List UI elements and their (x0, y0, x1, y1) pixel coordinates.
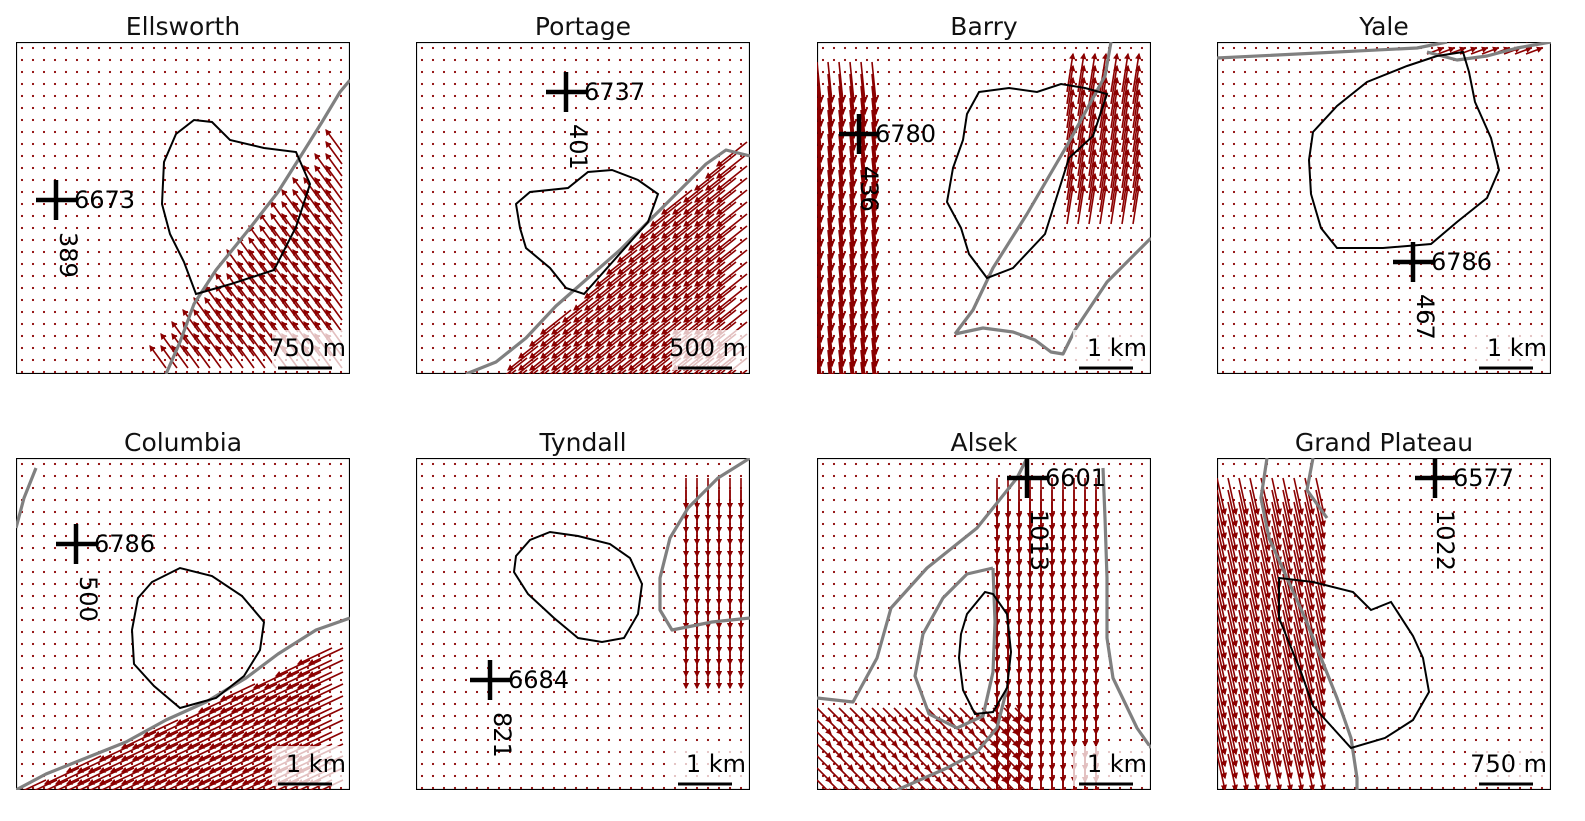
terminus-contour (913, 566, 997, 730)
scale-bar-label: 750 m (269, 334, 346, 362)
velocity-arrows (682, 478, 745, 690)
map-area: 6673 389 750 m (16, 42, 350, 374)
station-code: 6673 (74, 186, 135, 214)
scale-bar: 750 m (269, 330, 348, 370)
station-code: 6577 (1453, 464, 1514, 492)
panel-title: Yale (1359, 12, 1409, 41)
velocity-arrows (1217, 477, 1327, 790)
terminus-contour (1217, 42, 1448, 60)
velocity-field-grid (20, 462, 343, 790)
terminus-contour (896, 687, 1009, 790)
terminus-contour (16, 467, 38, 529)
station-code: 6601 (1045, 464, 1106, 492)
station-cross-icon (1007, 458, 1047, 498)
scale-bar: 750 m (1470, 746, 1549, 786)
terminus-contour (954, 236, 1151, 356)
station-cross-icon (36, 180, 76, 220)
velocity-arrows (505, 141, 748, 374)
scale-bar: 1 km (672, 746, 748, 786)
map-area: 6601 1013 1 km (817, 458, 1151, 790)
terminus-contour (1305, 458, 1329, 519)
station-elevation: 436 (855, 166, 883, 212)
scale-bar: 1 km (272, 746, 348, 786)
terminus-contour (953, 42, 1113, 335)
lake-outline (957, 590, 1013, 716)
scale-bar-label: 1 km (286, 750, 346, 778)
panel-title: Ellsworth (125, 12, 241, 41)
map-panel: Grand Plateau 6577 1022 750 m (1217, 428, 1551, 790)
scale-bar-label: 1 km (1487, 334, 1547, 362)
lake-outline (512, 530, 644, 644)
station-code: 6786 (94, 530, 155, 558)
station-code: 6786 (1431, 248, 1492, 276)
lake-outline (514, 168, 660, 296)
scale-bar: 1 km (1473, 330, 1549, 370)
station-code: 6684 (508, 666, 569, 694)
terminus-contour (164, 78, 350, 374)
lake-outline (945, 82, 1109, 280)
scale-bar: 1 km (1073, 330, 1149, 370)
panel-title: Barry (950, 12, 1018, 41)
map-panel: Portage 6737 401 500 m (416, 12, 750, 374)
station-elevation: 500 (74, 576, 102, 622)
station-cross-icon (56, 524, 96, 564)
station-cross-icon (1415, 458, 1455, 498)
station-elevation: 389 (54, 232, 82, 278)
station-elevation: 1013 (1025, 510, 1053, 571)
scale-bar-label: 1 km (1087, 750, 1147, 778)
scale-bar: 500 m (669, 330, 748, 370)
scale-bar-label: 750 m (1470, 750, 1547, 778)
map-area: 6780 436 1 km (817, 42, 1151, 374)
scale-bar-label: 1 km (686, 750, 746, 778)
map-panel: Tyndall 6684 821 1 km (416, 428, 750, 790)
scale-bar: 1 km (1073, 746, 1149, 786)
lake-outline (1307, 50, 1501, 249)
terminus-contour (465, 148, 750, 374)
station-cross-icon (470, 660, 510, 700)
lake-outline (160, 118, 312, 296)
scale-bar-label: 1 km (1087, 334, 1147, 362)
map-panel: Barry 6780 436 1 km (817, 12, 1151, 374)
terminus-contour (817, 458, 1029, 704)
station-elevation: 1022 (1431, 510, 1459, 571)
map-area: 6786 500 1 km (16, 458, 350, 790)
map-frame (1217, 42, 1551, 374)
station-cross-icon (839, 114, 879, 154)
map-area: 6786 467 1 km (1217, 42, 1551, 374)
panel-title: Portage (534, 12, 632, 41)
velocity-field-grid (821, 462, 1144, 790)
panel-title: Tyndall (539, 428, 627, 457)
station-elevation: 401 (564, 124, 592, 170)
station-cross-icon (1393, 242, 1433, 282)
station-elevation: 821 (488, 712, 516, 758)
lake-outline (130, 566, 266, 710)
map-panel: Columbia 6786 500 1 km (16, 428, 350, 790)
station-elevation: 467 (1411, 294, 1439, 340)
scale-bar-label: 500 m (669, 334, 746, 362)
map-area: 6737 401 500 m (416, 42, 750, 374)
station-code: 6737 (584, 78, 645, 106)
map-panel: Yale 6786 467 1 km (1217, 12, 1551, 374)
terminus-contour (16, 616, 350, 790)
station-code: 6780 (875, 120, 936, 148)
velocity-arrows (817, 52, 1142, 374)
terminus-contour (1259, 458, 1359, 790)
panel-title: Alsek (950, 428, 1018, 457)
panel-title: Columbia (123, 428, 243, 457)
map-panel: Ellsworth 6673 389 750 m (16, 12, 350, 374)
terminus-contour (1426, 42, 1551, 62)
terminus-contour (1101, 467, 1151, 749)
panel-title: Grand Plateau (1294, 428, 1474, 457)
terminus-contour (658, 458, 750, 632)
station-cross-icon (546, 72, 586, 112)
map-area: 6577 1022 750 m (1217, 458, 1551, 790)
lake-outline (1278, 576, 1431, 750)
map-panel: Alsek 6601 1013 1 km (817, 428, 1151, 790)
map-area: 6684 821 1 km (416, 458, 750, 790)
